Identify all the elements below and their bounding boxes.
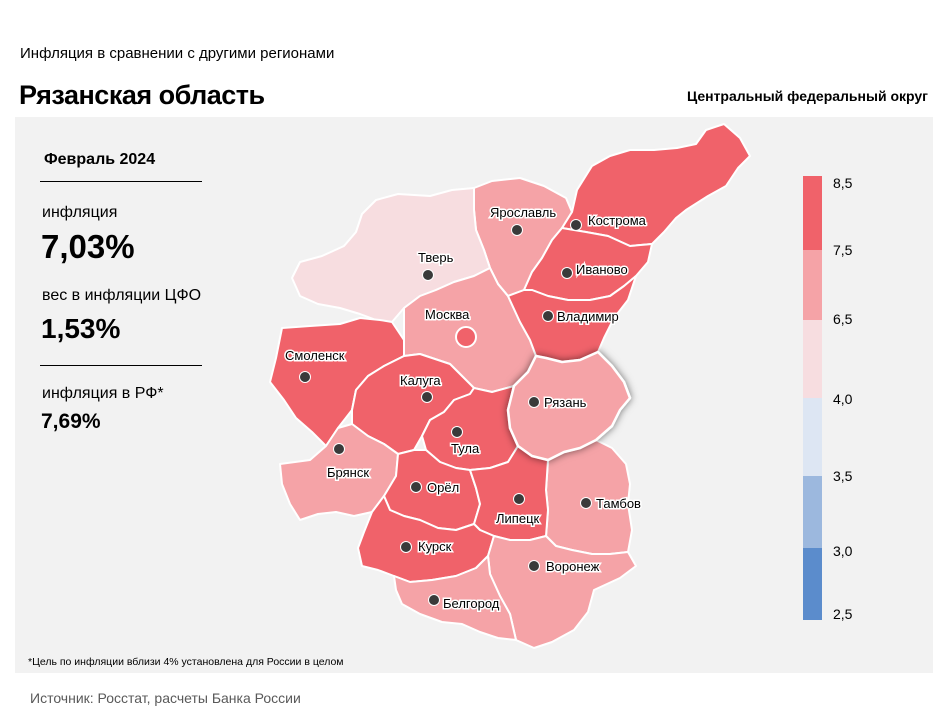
city-marker xyxy=(422,269,434,281)
city-label: Владимир xyxy=(557,309,619,324)
region-8-shape xyxy=(506,350,632,462)
city-label: Брянск xyxy=(327,465,369,480)
city-marker xyxy=(570,219,582,231)
divider xyxy=(40,365,202,366)
city-marker xyxy=(455,326,477,348)
legend-label: 3,0 xyxy=(833,543,853,559)
legend-swatch xyxy=(803,398,822,476)
city-label: Иваново xyxy=(576,262,628,277)
subtitle: Инфляция в сравнении с другими регионами xyxy=(20,45,335,62)
city-marker xyxy=(451,426,463,438)
city-label: Воронеж xyxy=(546,559,600,574)
city-label: Тверь xyxy=(418,250,454,265)
city-label: Орёл xyxy=(427,480,459,495)
city-label: Липецк xyxy=(496,511,540,526)
city-label: Тула xyxy=(451,441,480,456)
period-label: Февраль 2024 xyxy=(44,151,156,168)
city-marker xyxy=(580,497,592,509)
city-label: Москва xyxy=(425,307,470,322)
legend-label: 4,0 xyxy=(833,391,853,407)
city-marker xyxy=(542,310,554,322)
legend-swatch xyxy=(803,250,822,320)
weight-value: 1,53% xyxy=(41,313,121,344)
rf-inflation-label: инфляция в РФ* xyxy=(42,385,164,402)
legend-swatch xyxy=(803,548,822,620)
city-marker xyxy=(513,493,525,505)
region-5-shape xyxy=(497,275,637,363)
city-marker xyxy=(400,541,412,553)
city-marker xyxy=(421,391,433,403)
inflation-value: 7,03% xyxy=(41,228,135,265)
city-label: Белгород xyxy=(443,596,500,611)
city-label: Смоленск xyxy=(285,348,345,363)
city-marker xyxy=(333,443,345,455)
page-title: Рязанская область xyxy=(19,80,265,110)
legend-swatch xyxy=(803,176,822,250)
city-label: Рязань xyxy=(544,395,587,410)
weight-label: вес в инфляции ЦФО xyxy=(42,287,202,304)
legend-label: 7,5 xyxy=(833,242,853,258)
source-note: Источник: Росстат, расчеты Банка России xyxy=(30,690,301,706)
district-label: Центральный федеральный округ xyxy=(686,88,928,104)
footnote: *Цель по инфляции вблизи 4% установлена … xyxy=(28,656,344,668)
rf-inflation-value: 7,69% xyxy=(41,410,101,433)
legend-swatch xyxy=(803,320,822,398)
city-marker xyxy=(528,396,540,408)
divider xyxy=(40,181,202,182)
city-label: Кострома xyxy=(588,213,647,228)
city-marker xyxy=(511,224,523,236)
inflation-label: инфляция xyxy=(42,204,118,221)
legend-label: 8,5 xyxy=(833,175,853,191)
legend-label: 3,5 xyxy=(833,468,853,484)
city-label: Тамбов xyxy=(596,496,641,511)
city-label: Ярославль xyxy=(490,205,556,220)
city-label: Калуга xyxy=(400,373,441,388)
city-marker xyxy=(561,267,573,279)
legend-label: 6,5 xyxy=(833,311,853,327)
city-marker xyxy=(410,481,422,493)
city-marker xyxy=(299,371,311,383)
region-16-shape xyxy=(393,555,517,641)
city-label: Курск xyxy=(418,539,452,554)
legend-swatch xyxy=(803,476,822,548)
city-marker xyxy=(428,594,440,606)
city-marker xyxy=(528,560,540,572)
legend-label: 2,5 xyxy=(833,606,853,622)
